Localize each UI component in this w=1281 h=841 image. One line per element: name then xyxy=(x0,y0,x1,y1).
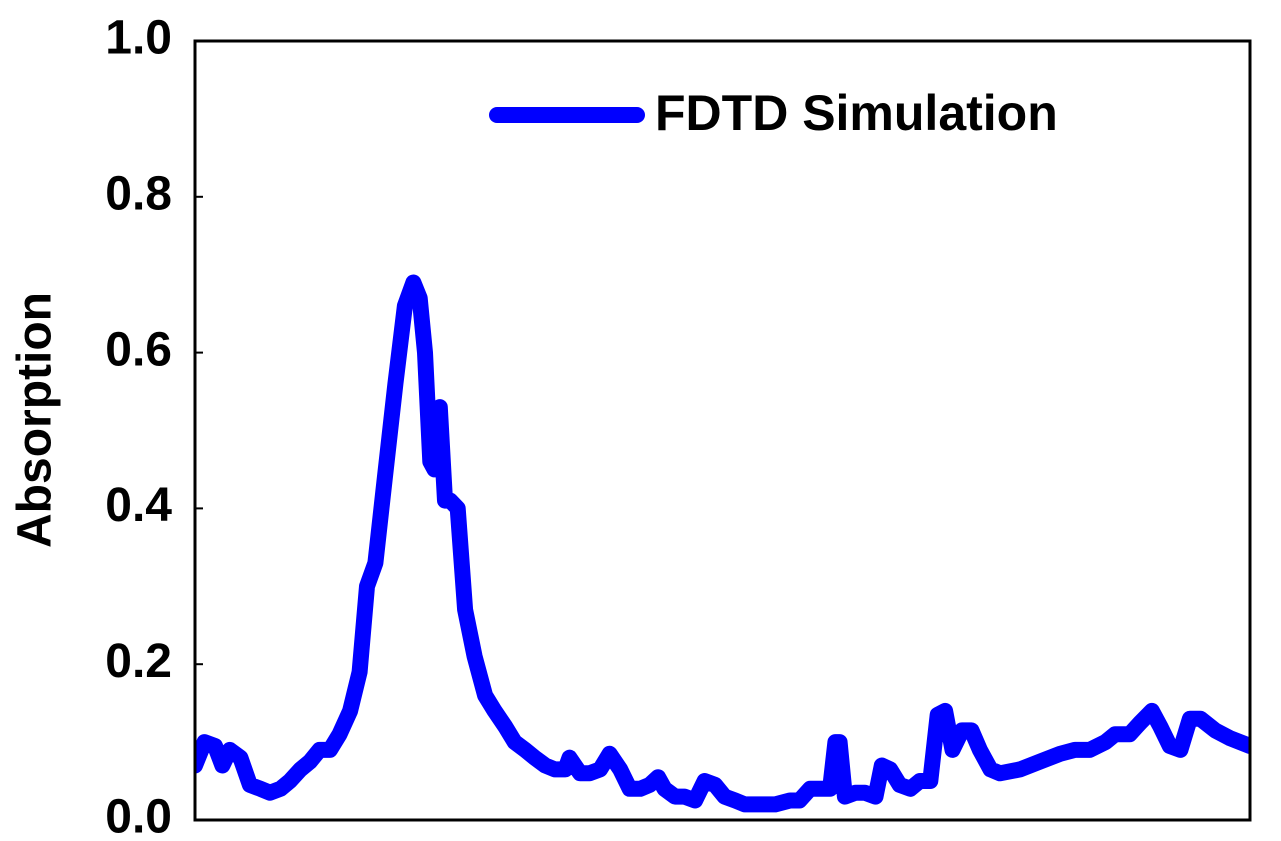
y-tick-label: 0.4 xyxy=(105,479,172,532)
legend-label: FDTD Simulation xyxy=(655,85,1058,141)
y-tick-label: 0.2 xyxy=(105,635,172,688)
y-axis-label: Absorption xyxy=(9,292,62,548)
y-tick-label: 0.0 xyxy=(105,791,172,841)
y-tick-label: 0.8 xyxy=(105,167,172,220)
y-tick-label: 0.6 xyxy=(105,323,172,376)
y-tick-label: 1.0 xyxy=(105,12,172,65)
data-line xyxy=(195,274,1250,813)
plot-frame xyxy=(193,39,1252,822)
